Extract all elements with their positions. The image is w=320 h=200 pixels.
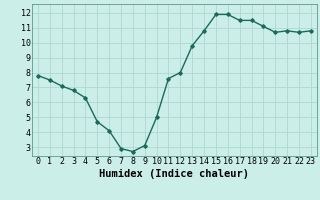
X-axis label: Humidex (Indice chaleur): Humidex (Indice chaleur) [100,169,249,179]
